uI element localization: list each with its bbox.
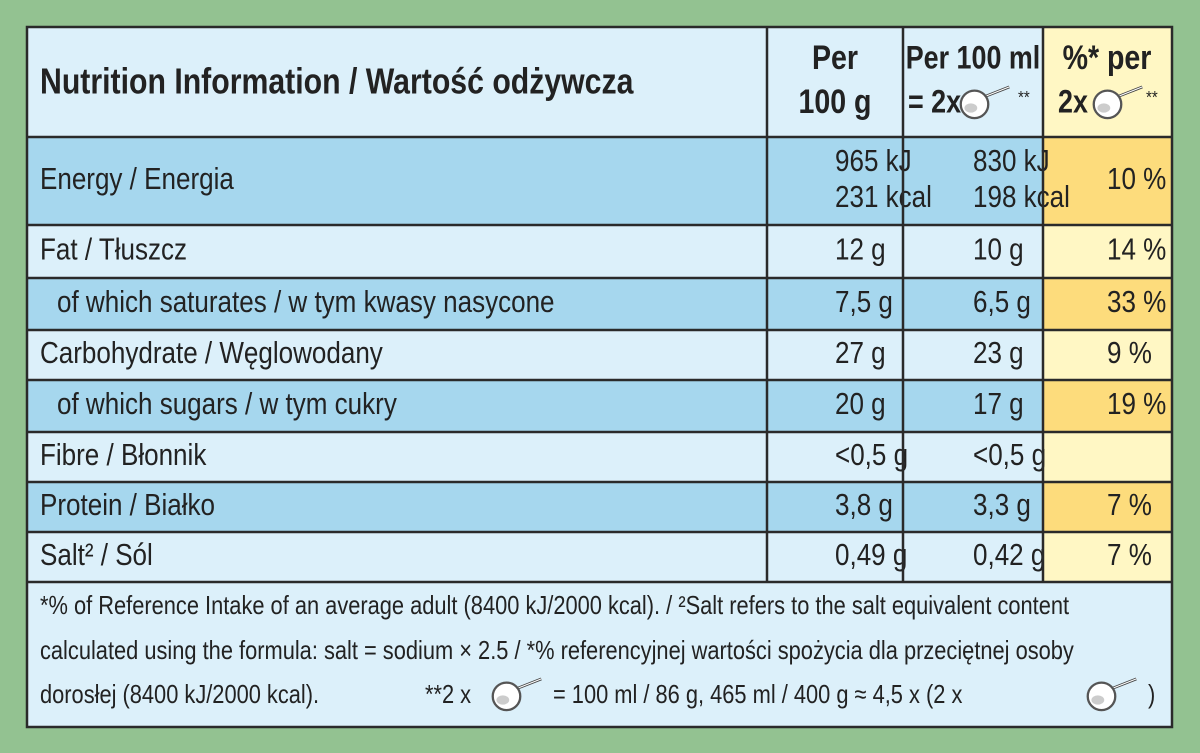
nutrient-value: 17 g (973, 387, 1024, 422)
footnote: calculated using the formula: salt = sod… (40, 636, 1074, 665)
footnote-cell (27, 582, 1172, 727)
nutrient-label: of which sugars / w tym cukry (57, 387, 397, 422)
nutrient-value: 198 kcal (973, 180, 1070, 215)
nutrient-value: 3,3 g (973, 488, 1031, 523)
column-header: Per 100 ml (906, 40, 1040, 76)
texts: Nutrition Information / Wartość odżywcza… (40, 39, 1166, 710)
percent-value: 7 % (1107, 488, 1152, 523)
row-cell (27, 137, 1043, 225)
nutrient-value: 6,5 g (973, 285, 1031, 320)
nutrient-label: Carbohydrate / Węglowodany (40, 336, 383, 371)
nutrient-label: of which saturates / w tym kwasy nasycon… (57, 285, 555, 320)
nutrient-value: 23 g (973, 336, 1024, 371)
nutrient-label: Fibre / Błonnik (40, 438, 207, 473)
percent-cell (1043, 137, 1172, 225)
header-cell (27, 27, 1043, 137)
footnote: = 100 ml / 86 g, 465 ml / 400 g ≈ 4,5 x … (553, 680, 962, 709)
nutrient-value: 12 g (835, 233, 886, 268)
nutrient-value: 3,8 g (835, 488, 893, 523)
row-cell (27, 482, 1043, 532)
nutrient-label: Salt² / Sól (40, 538, 153, 573)
percent-cell (1043, 380, 1172, 432)
column-header: 100 g (799, 83, 872, 121)
nutrient-value: <0,5 g (835, 438, 908, 473)
nutrient-value: 0,49 g (835, 538, 907, 573)
percent-cell (1043, 532, 1172, 582)
column-header: 2x (1058, 84, 1088, 120)
nutrient-value: 27 g (835, 336, 886, 371)
nutrient-value: 0,42 g (973, 538, 1045, 573)
percent-value: 7 % (1107, 538, 1152, 573)
percent-cell (1043, 278, 1172, 330)
column-header: %* per (1063, 39, 1152, 77)
row-cell (27, 278, 1043, 330)
footnote: ) (1148, 680, 1155, 709)
column-header: = 2x (908, 84, 962, 120)
nutrient-value: 965 kJ (835, 144, 912, 179)
row-cell (27, 330, 1043, 380)
row-cell (27, 380, 1043, 432)
cells (27, 27, 1172, 727)
percent-cell (1043, 432, 1172, 482)
footnote: dorosłej (8400 kJ/2000 kcal). (40, 680, 319, 709)
percent-value: 33 % (1107, 285, 1166, 320)
percent-value: 14 % (1107, 233, 1166, 268)
nutrient-value: 231 kcal (835, 180, 932, 215)
footnote: **2 x (425, 680, 471, 709)
table-border (25, 25, 1174, 729)
nutrient-value: <0,5 g (973, 438, 1046, 473)
row-cell (27, 532, 1043, 582)
table-title: Nutrition Information / Wartość odżywcza (40, 62, 634, 102)
nutrient-label: Energy / Energia (40, 162, 234, 197)
rules (25, 25, 1174, 729)
percent-value: 9 % (1107, 336, 1152, 371)
footnote: *% of Reference Intake of an average adu… (40, 591, 1069, 620)
percent-cell (1043, 225, 1172, 278)
percent-cell (1043, 482, 1172, 532)
nutrient-label: Protein / Białko (40, 488, 215, 523)
percent-cell (1043, 330, 1172, 380)
column-header-note: ** (1018, 87, 1030, 108)
row-cell (27, 432, 1043, 482)
nutrient-value: 7,5 g (835, 285, 893, 320)
nutrient-value: 830 kJ (973, 144, 1050, 179)
nutrient-label: Fat / Tłuszcz (40, 233, 187, 268)
column-header: Per (812, 39, 858, 77)
column-header-note: ** (1146, 87, 1158, 108)
percent-value: 10 % (1107, 162, 1166, 197)
percent-value: 19 % (1107, 387, 1166, 422)
nutrient-value: 10 g (973, 233, 1024, 268)
row-cell (27, 225, 1043, 278)
nutrient-value: 20 g (835, 387, 886, 422)
